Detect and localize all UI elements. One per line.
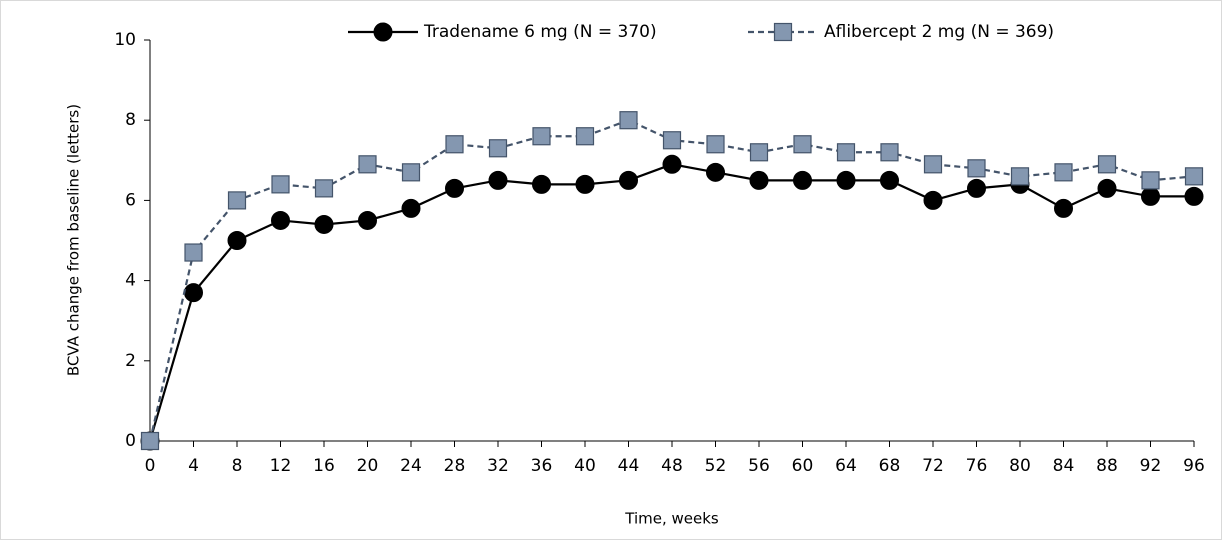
data-point <box>619 111 638 130</box>
data-point <box>445 178 464 198</box>
x-tick-label: 4 <box>188 456 199 476</box>
data-point <box>793 135 812 154</box>
x-tick-label: 84 <box>1053 456 1075 476</box>
data-point <box>706 162 725 182</box>
x-tick-label: 16 <box>313 456 335 476</box>
x-tick-label: 8 <box>232 456 243 476</box>
x-tick-label: 0 <box>145 456 156 476</box>
y-tick-label: 8 <box>125 110 136 130</box>
x-axis-label: Time, weeks <box>624 510 719 528</box>
data-point <box>1184 167 1204 186</box>
y-tick-label: 2 <box>125 351 136 371</box>
data-point <box>793 170 812 190</box>
data-point <box>488 170 508 190</box>
x-tick-label: 48 <box>661 456 683 476</box>
data-point <box>967 159 986 178</box>
data-point <box>619 170 638 190</box>
data-point <box>358 155 377 174</box>
data-point <box>967 178 986 198</box>
data-point <box>1054 163 1073 182</box>
data-point <box>575 174 595 194</box>
data-point <box>227 231 247 250</box>
data-point <box>836 143 856 162</box>
x-tick-label: 20 <box>357 456 379 476</box>
data-point <box>706 135 725 154</box>
y-tick-label: 10 <box>114 30 136 50</box>
legend-label: Tradename 6 mg (N = 370) <box>423 22 657 42</box>
data-point <box>923 190 943 210</box>
data-point <box>358 210 377 230</box>
x-tick-label: 56 <box>748 456 770 476</box>
y-tick-label: 6 <box>125 190 136 210</box>
data-point <box>314 214 334 234</box>
data-point <box>1184 186 1204 206</box>
x-tick-label: 12 <box>270 456 292 476</box>
data-point <box>575 127 595 146</box>
data-point <box>488 139 508 158</box>
data-point <box>445 135 464 154</box>
x-tick-label: 96 <box>1183 456 1205 476</box>
data-point <box>1097 155 1117 174</box>
x-tick-label: 28 <box>444 456 466 476</box>
x-tick-label: 44 <box>618 456 640 476</box>
x-tick-label: 76 <box>966 456 988 476</box>
x-tick-label: 24 <box>400 456 422 476</box>
x-tick-label: 68 <box>879 456 901 476</box>
x-tick-label: 32 <box>487 456 509 476</box>
x-tick-label: 88 <box>1096 456 1118 476</box>
data-point <box>749 143 769 162</box>
y-tick-label: 4 <box>125 271 136 291</box>
x-tick-label: 36 <box>531 456 553 476</box>
x-tick-label: 64 <box>835 456 857 476</box>
data-point <box>880 143 899 162</box>
data-point <box>227 191 247 210</box>
data-point <box>184 243 203 262</box>
data-point <box>140 431 160 451</box>
data-point <box>401 163 421 182</box>
data-point <box>184 283 203 303</box>
y-axis-label: BCVA change from baseline (letters) <box>65 104 83 376</box>
x-tick-label: 80 <box>1009 456 1031 476</box>
x-tick-label: 40 <box>574 456 596 476</box>
data-point <box>923 155 943 174</box>
data-point <box>1141 171 1160 190</box>
data-point <box>271 175 290 194</box>
data-point <box>401 198 421 218</box>
data-point <box>532 127 551 146</box>
data-point <box>662 154 682 174</box>
data-point <box>1010 167 1030 186</box>
legend-marker <box>773 22 793 42</box>
x-tick-label: 60 <box>792 456 814 476</box>
x-tick-label: 72 <box>922 456 944 476</box>
data-point <box>662 131 682 150</box>
data-point <box>1097 178 1117 198</box>
x-tick-label: 52 <box>705 456 727 476</box>
data-point <box>1141 186 1160 206</box>
data-point <box>1054 198 1073 218</box>
data-point <box>836 170 856 190</box>
x-tick-label: 92 <box>1140 456 1162 476</box>
data-point <box>749 170 769 190</box>
data-point <box>880 170 899 190</box>
data-point <box>271 210 290 230</box>
data-point <box>314 179 334 198</box>
legend-label: Aflibercept 2 mg (N = 369) <box>824 22 1054 42</box>
y-tick-label: 0 <box>125 431 136 451</box>
data-point <box>532 174 551 194</box>
legend-marker <box>373 22 393 42</box>
